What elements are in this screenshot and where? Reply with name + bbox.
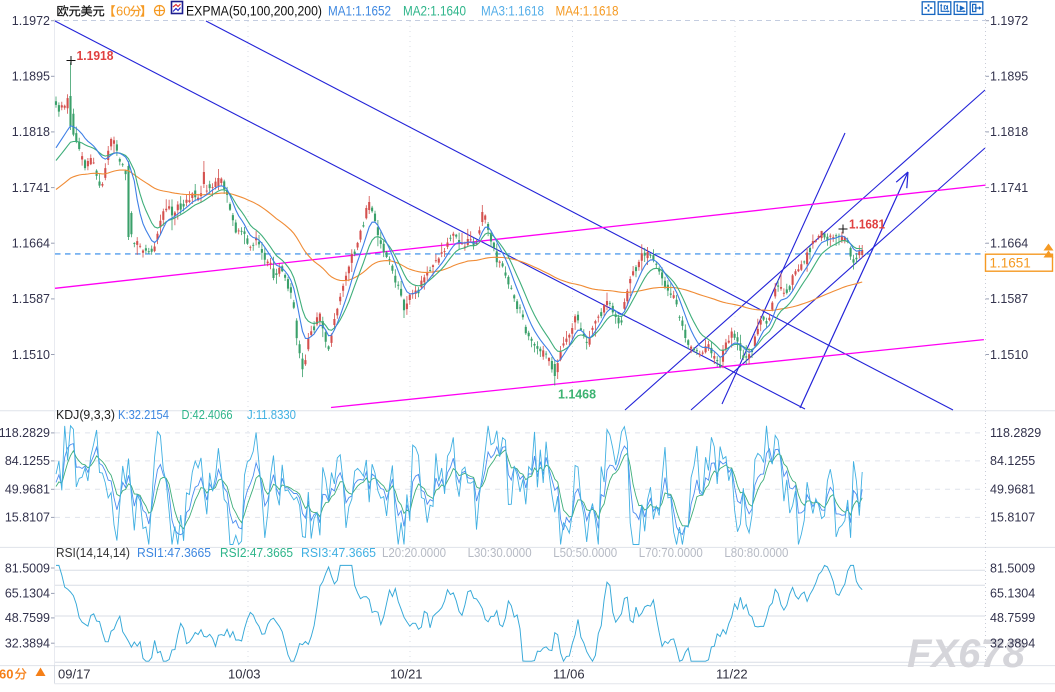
svg-text:1.1741: 1.1741 bbox=[990, 181, 1028, 195]
svg-text:49.9681: 49.9681 bbox=[5, 483, 50, 497]
svg-text:1.1972: 1.1972 bbox=[990, 14, 1028, 28]
svg-text:10/03: 10/03 bbox=[228, 667, 261, 682]
svg-text:1.1818: 1.1818 bbox=[12, 125, 50, 139]
svg-text:1.1651: 1.1651 bbox=[990, 255, 1031, 270]
svg-text:1.1468: 1.1468 bbox=[558, 388, 596, 402]
svg-text:1.1510: 1.1510 bbox=[990, 348, 1028, 362]
svg-text:RSI3:47.3665: RSI3:47.3665 bbox=[301, 546, 376, 560]
svg-text:60: 60 bbox=[0, 667, 13, 682]
svg-text:1.1587: 1.1587 bbox=[990, 292, 1028, 306]
svg-text:49.9681: 49.9681 bbox=[990, 483, 1035, 497]
svg-text:1.1918: 1.1918 bbox=[77, 49, 114, 63]
svg-text:L80:80.0000: L80:80.0000 bbox=[724, 546, 788, 560]
svg-text:1.1818: 1.1818 bbox=[990, 125, 1028, 139]
svg-text:L30:30.0000: L30:30.0000 bbox=[468, 546, 532, 560]
svg-text:48.7599: 48.7599 bbox=[990, 611, 1035, 625]
svg-text:15.8107: 15.8107 bbox=[990, 511, 1035, 525]
svg-text:1.1895: 1.1895 bbox=[12, 70, 50, 84]
svg-text:84.1255: 84.1255 bbox=[990, 454, 1035, 468]
svg-text:81.5009: 81.5009 bbox=[990, 561, 1035, 575]
svg-text:RSI1:47.3665: RSI1:47.3665 bbox=[137, 546, 211, 560]
svg-text:L70:70.0000: L70:70.0000 bbox=[639, 546, 703, 560]
svg-text:65.1304: 65.1304 bbox=[990, 587, 1035, 601]
svg-text:118.2829: 118.2829 bbox=[990, 426, 1041, 440]
svg-text:RSI(14,14,14): RSI(14,14,14) bbox=[56, 546, 130, 560]
svg-text:81.5009: 81.5009 bbox=[5, 561, 50, 575]
svg-text:09/17: 09/17 bbox=[58, 667, 91, 682]
svg-text:L50:50.0000: L50:50.0000 bbox=[553, 546, 617, 560]
svg-text:1.1741: 1.1741 bbox=[12, 181, 50, 195]
svg-text:65.1304: 65.1304 bbox=[5, 587, 50, 601]
svg-text:K:32.2154: K:32.2154 bbox=[118, 408, 169, 422]
svg-text:1.1664: 1.1664 bbox=[990, 237, 1028, 251]
svg-text:11/06: 11/06 bbox=[553, 667, 585, 682]
svg-text:11/22: 11/22 bbox=[716, 667, 748, 682]
svg-text:MA1:1.1652: MA1:1.1652 bbox=[328, 4, 391, 19]
svg-text:J:11.8330: J:11.8330 bbox=[247, 408, 296, 422]
svg-text:1.1510: 1.1510 bbox=[12, 348, 50, 362]
svg-text:32.3894: 32.3894 bbox=[5, 637, 50, 651]
svg-text:32.3894: 32.3894 bbox=[990, 637, 1035, 651]
svg-text:118.2829: 118.2829 bbox=[0, 426, 50, 440]
svg-text:15.8107: 15.8107 bbox=[5, 511, 50, 525]
svg-text:MA3:1.1618: MA3:1.1618 bbox=[481, 4, 544, 19]
svg-text:48.7599: 48.7599 bbox=[5, 611, 50, 625]
svg-text:10/21: 10/21 bbox=[390, 667, 423, 682]
svg-text:FX678: FX678 bbox=[907, 632, 1026, 676]
svg-text:EXPMA(50,100,200,200): EXPMA(50,100,200,200) bbox=[186, 4, 322, 19]
svg-text:KDJ(9,3,3): KDJ(9,3,3) bbox=[56, 408, 115, 422]
svg-text:1.1664: 1.1664 bbox=[12, 237, 50, 251]
svg-text:RSI2:47.3665: RSI2:47.3665 bbox=[220, 546, 293, 560]
svg-text:MA4:1.1618: MA4:1.1618 bbox=[556, 4, 619, 19]
svg-text:1.1681: 1.1681 bbox=[849, 218, 885, 232]
svg-text:84.1255: 84.1255 bbox=[5, 454, 50, 468]
svg-text:60: 60 bbox=[116, 4, 130, 19]
svg-text:L20:20.0000: L20:20.0000 bbox=[382, 546, 446, 560]
svg-text:1.1972: 1.1972 bbox=[12, 14, 50, 28]
svg-text:1.1587: 1.1587 bbox=[12, 292, 50, 306]
svg-text:1.1895: 1.1895 bbox=[990, 70, 1028, 84]
svg-text:MA2:1.1640: MA2:1.1640 bbox=[403, 4, 466, 19]
svg-text:D:42.4066: D:42.4066 bbox=[182, 408, 233, 422]
